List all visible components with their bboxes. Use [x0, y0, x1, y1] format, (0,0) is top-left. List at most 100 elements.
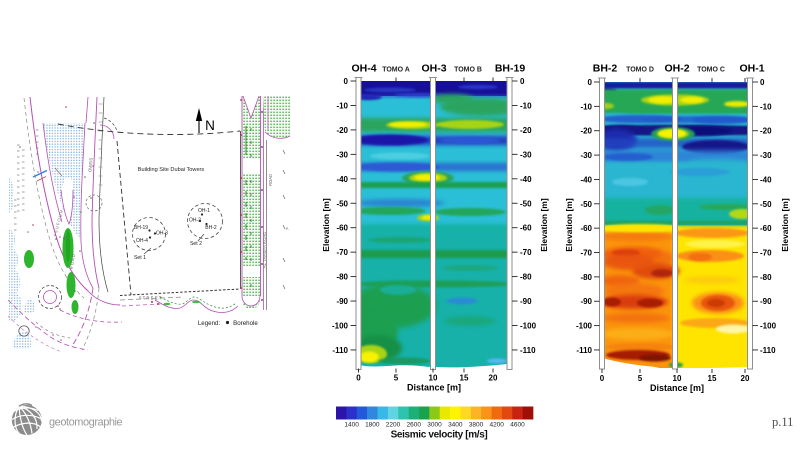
svg-text:Building Site Dubai Towers: Building Site Dubai Towers	[138, 167, 205, 173]
svg-text:BH-2: BH-2	[593, 63, 618, 75]
svg-text:S T R E E T: S T R E E T	[139, 296, 162, 301]
svg-text:-40: -40	[580, 175, 592, 184]
svg-text:p.11: p.11	[772, 415, 793, 429]
svg-text:-90: -90	[520, 297, 532, 306]
svg-text:-90: -90	[760, 297, 772, 306]
svg-text:S U F O U H: S U F O U H	[53, 210, 64, 234]
svg-text:1800: 1800	[365, 422, 380, 429]
svg-text:-80: -80	[760, 273, 772, 282]
svg-text:A: A	[286, 226, 289, 231]
svg-text:-90: -90	[336, 297, 348, 306]
svg-text:0: 0	[344, 77, 349, 86]
svg-text:Seismic velocity [m/s]: Seismic velocity [m/s]	[391, 430, 488, 441]
svg-text:-50: -50	[336, 199, 348, 208]
svg-text:-70: -70	[520, 248, 532, 257]
svg-text:-80: -80	[580, 273, 592, 282]
svg-text:15: 15	[708, 374, 717, 383]
svg-text:-70: -70	[760, 249, 772, 258]
svg-text:-40: -40	[336, 175, 348, 184]
svg-text:-40: -40	[520, 175, 532, 184]
svg-text:OH-2: OH-2	[664, 63, 689, 75]
svg-text:-40: -40	[760, 175, 772, 184]
svg-text:Legend:: Legend:	[198, 320, 221, 327]
svg-text:-100: -100	[576, 322, 593, 331]
svg-text:Set 1: Set 1	[134, 255, 146, 261]
svg-text:2200: 2200	[386, 422, 401, 429]
svg-text:20: 20	[489, 374, 498, 383]
svg-text:-80: -80	[336, 273, 348, 282]
svg-text:-20: -20	[760, 127, 772, 136]
svg-text:-110: -110	[576, 346, 592, 355]
svg-text:-70: -70	[580, 249, 592, 258]
svg-text:-50: -50	[760, 200, 772, 209]
svg-text:5: 5	[638, 374, 643, 383]
svg-text:0: 0	[760, 78, 765, 87]
svg-text:-110: -110	[760, 346, 776, 355]
svg-text:-10: -10	[336, 101, 348, 110]
svg-text:-30: -30	[580, 151, 592, 160]
svg-text:OH-2: OH-2	[189, 218, 201, 224]
svg-text:-10: -10	[580, 102, 592, 111]
svg-text:AL THANYA ROAD: AL THANYA ROAD	[262, 232, 267, 269]
svg-text:OH-3: OH-3	[421, 63, 446, 75]
svg-text:-110: -110	[520, 346, 536, 355]
svg-text:1400: 1400	[344, 422, 359, 429]
svg-text:-80: -80	[520, 273, 532, 282]
svg-text:Set 2: Set 2	[190, 241, 202, 247]
svg-text:-100: -100	[760, 322, 777, 331]
svg-text:BH-19: BH-19	[495, 63, 526, 75]
svg-text:-70: -70	[336, 248, 348, 257]
svg-text:-20: -20	[580, 127, 592, 136]
svg-text:Elevation [m]: Elevation [m]	[780, 198, 790, 252]
svg-text:Borehole: Borehole	[233, 320, 258, 327]
svg-text:-20: -20	[520, 126, 532, 135]
svg-text:TOMO A: TOMO A	[382, 67, 410, 74]
svg-text:OH-1: OH-1	[198, 208, 210, 214]
svg-text:Elevation [m]: Elevation [m]	[321, 198, 331, 252]
svg-text:10: 10	[429, 374, 438, 383]
svg-text:-60: -60	[336, 224, 348, 233]
svg-text:TOMO D: TOMO D	[626, 67, 654, 74]
svg-text:3000: 3000	[427, 422, 442, 429]
svg-text:Distance [m]: Distance [m]	[650, 383, 704, 393]
svg-text:4600: 4600	[510, 422, 525, 429]
svg-text:OH-4: OH-4	[351, 63, 376, 75]
svg-text:BH-19: BH-19	[134, 225, 148, 231]
svg-text:20: 20	[741, 374, 750, 383]
svg-text:-90: -90	[580, 297, 592, 306]
svg-text:0: 0	[600, 374, 605, 383]
svg-text:N: N	[205, 118, 215, 133]
svg-text:-30: -30	[520, 150, 532, 159]
svg-text:BH-2: BH-2	[205, 225, 217, 231]
svg-text:4200: 4200	[489, 422, 504, 429]
svg-text:10: 10	[673, 374, 682, 383]
svg-text:TOMO B: TOMO B	[454, 67, 482, 74]
svg-text:Elevation [m]: Elevation [m]	[564, 198, 574, 252]
svg-text:-110: -110	[332, 346, 348, 355]
svg-text:-30: -30	[760, 151, 772, 160]
svg-text:OH-4: OH-4	[136, 238, 148, 244]
svg-text:OH-1: OH-1	[739, 63, 764, 75]
svg-text:-60: -60	[760, 224, 772, 233]
svg-text:OWEIS: OWEIS	[87, 157, 93, 172]
svg-text:-50: -50	[580, 200, 592, 209]
svg-text:-100: -100	[332, 322, 349, 331]
svg-text:2600: 2600	[407, 422, 422, 429]
svg-text:R O A D: R O A D	[69, 254, 77, 270]
svg-text:-10: -10	[760, 102, 772, 111]
svg-text:AL: AL	[61, 234, 68, 241]
svg-text:-60: -60	[580, 224, 592, 233]
svg-text:Distance [m]: Distance [m]	[407, 383, 461, 393]
svg-text:15: 15	[460, 374, 469, 383]
svg-text:-50: -50	[520, 199, 532, 208]
svg-text:0: 0	[356, 374, 361, 383]
svg-text:0: 0	[588, 78, 593, 87]
svg-text:ROAD: ROAD	[268, 174, 273, 186]
svg-text:-10: -10	[520, 101, 532, 110]
svg-text:0: 0	[520, 77, 525, 86]
svg-text:3400: 3400	[448, 422, 463, 429]
svg-text:-20: -20	[336, 126, 348, 135]
svg-text:OH-3: OH-3	[156, 231, 168, 237]
svg-text:Elevation [m]: Elevation [m]	[539, 198, 549, 252]
svg-text:-60: -60	[520, 224, 532, 233]
